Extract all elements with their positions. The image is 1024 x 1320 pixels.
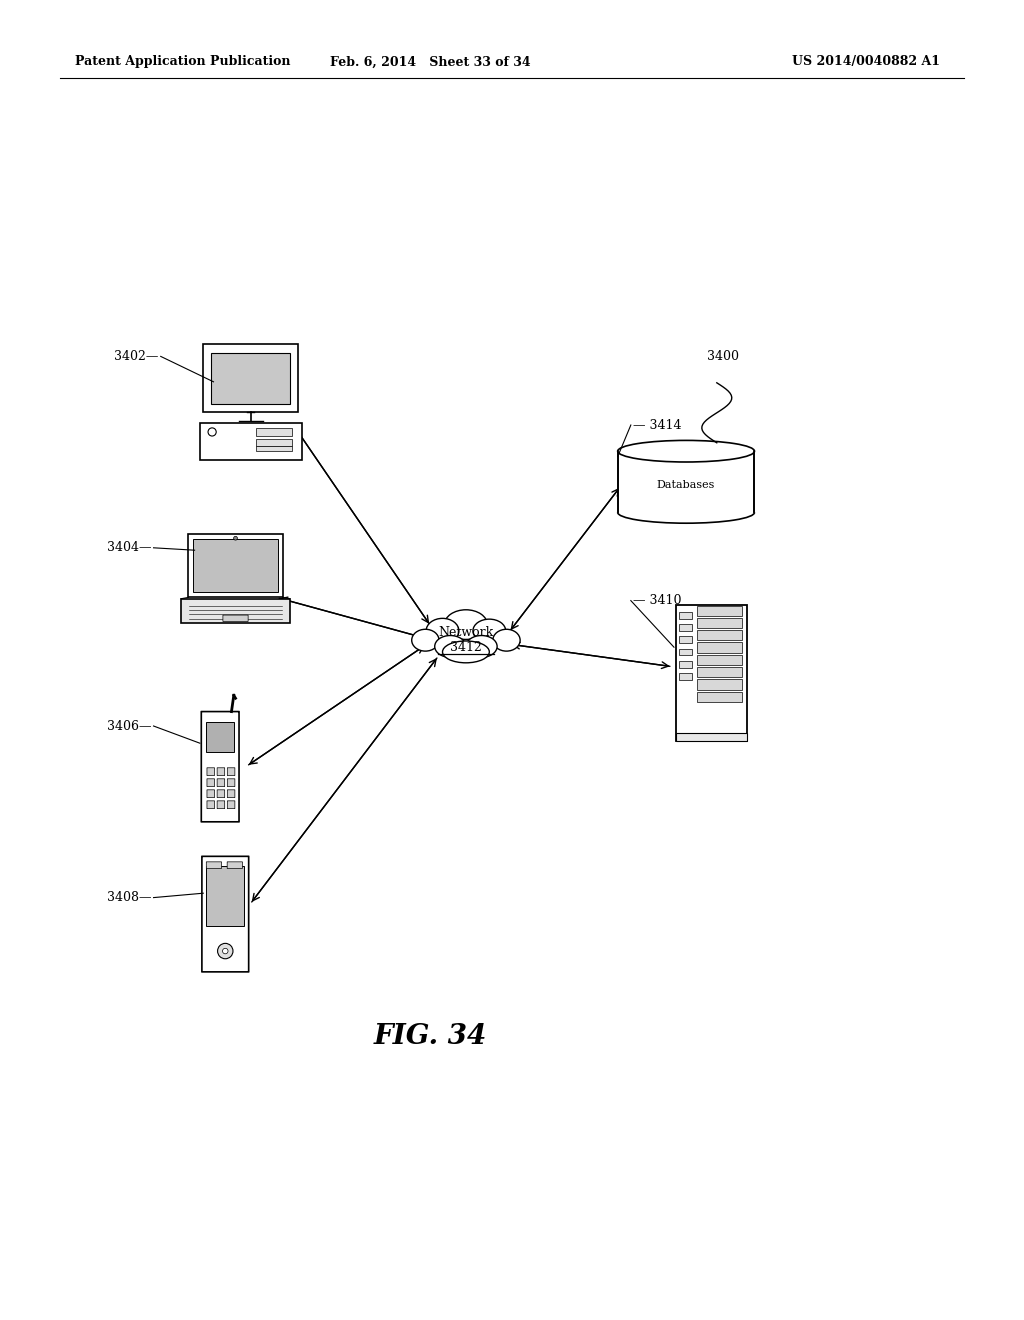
Text: Databases: Databases — [656, 480, 716, 491]
Text: Network: Network — [438, 626, 494, 639]
Text: FIG. 34: FIG. 34 — [374, 1023, 486, 1049]
FancyBboxPatch shape — [223, 615, 248, 622]
FancyBboxPatch shape — [181, 599, 290, 623]
FancyBboxPatch shape — [217, 768, 224, 776]
Ellipse shape — [426, 618, 459, 643]
FancyBboxPatch shape — [697, 667, 741, 677]
FancyBboxPatch shape — [256, 438, 292, 446]
FancyBboxPatch shape — [206, 722, 234, 752]
FancyBboxPatch shape — [207, 801, 214, 809]
FancyBboxPatch shape — [202, 857, 249, 972]
Text: — 3410: — 3410 — [633, 594, 681, 607]
FancyBboxPatch shape — [679, 661, 691, 668]
Text: 3408—: 3408— — [108, 891, 152, 904]
FancyBboxPatch shape — [194, 540, 278, 593]
Circle shape — [222, 948, 228, 954]
FancyBboxPatch shape — [617, 451, 755, 512]
Ellipse shape — [493, 630, 520, 651]
Ellipse shape — [466, 635, 497, 657]
FancyBboxPatch shape — [697, 692, 741, 702]
FancyBboxPatch shape — [676, 734, 748, 742]
Text: 3412: 3412 — [450, 642, 482, 655]
FancyBboxPatch shape — [188, 535, 283, 598]
Text: 3404—: 3404— — [108, 541, 152, 554]
FancyBboxPatch shape — [204, 345, 298, 412]
FancyBboxPatch shape — [679, 636, 691, 643]
FancyBboxPatch shape — [697, 630, 741, 640]
Ellipse shape — [435, 635, 466, 657]
Text: — 3414: — 3414 — [633, 418, 681, 432]
FancyBboxPatch shape — [202, 711, 239, 822]
FancyBboxPatch shape — [227, 862, 243, 869]
FancyBboxPatch shape — [211, 352, 291, 404]
Ellipse shape — [442, 642, 489, 663]
FancyBboxPatch shape — [206, 866, 245, 925]
FancyBboxPatch shape — [227, 789, 234, 797]
FancyBboxPatch shape — [697, 655, 741, 665]
Circle shape — [217, 944, 233, 958]
FancyBboxPatch shape — [206, 862, 221, 869]
FancyBboxPatch shape — [697, 680, 741, 689]
FancyBboxPatch shape — [207, 779, 214, 787]
FancyBboxPatch shape — [217, 779, 224, 787]
FancyBboxPatch shape — [256, 428, 292, 436]
Text: US 2014/0040882 A1: US 2014/0040882 A1 — [792, 55, 940, 69]
FancyBboxPatch shape — [200, 422, 302, 459]
FancyBboxPatch shape — [207, 768, 214, 776]
FancyBboxPatch shape — [676, 605, 748, 742]
Text: Patent Application Publication: Patent Application Publication — [75, 55, 291, 69]
Ellipse shape — [412, 630, 439, 651]
FancyBboxPatch shape — [697, 618, 741, 628]
Text: 3400: 3400 — [707, 350, 738, 363]
Ellipse shape — [617, 441, 755, 462]
Ellipse shape — [473, 619, 506, 643]
FancyBboxPatch shape — [207, 789, 214, 797]
FancyBboxPatch shape — [679, 648, 691, 656]
FancyBboxPatch shape — [697, 606, 741, 616]
FancyBboxPatch shape — [217, 789, 224, 797]
FancyBboxPatch shape — [618, 451, 754, 512]
FancyBboxPatch shape — [679, 611, 691, 619]
FancyBboxPatch shape — [697, 643, 741, 652]
FancyBboxPatch shape — [679, 673, 691, 680]
Text: 3402—: 3402— — [115, 350, 159, 363]
FancyBboxPatch shape — [679, 624, 691, 631]
Text: 3406—: 3406— — [108, 719, 152, 733]
Ellipse shape — [444, 610, 487, 639]
FancyBboxPatch shape — [256, 446, 292, 450]
Circle shape — [233, 536, 238, 540]
FancyBboxPatch shape — [227, 768, 234, 776]
FancyBboxPatch shape — [217, 801, 224, 809]
FancyBboxPatch shape — [227, 779, 234, 787]
FancyBboxPatch shape — [227, 801, 234, 809]
Text: Feb. 6, 2014   Sheet 33 of 34: Feb. 6, 2014 Sheet 33 of 34 — [330, 55, 530, 69]
Circle shape — [208, 428, 216, 436]
